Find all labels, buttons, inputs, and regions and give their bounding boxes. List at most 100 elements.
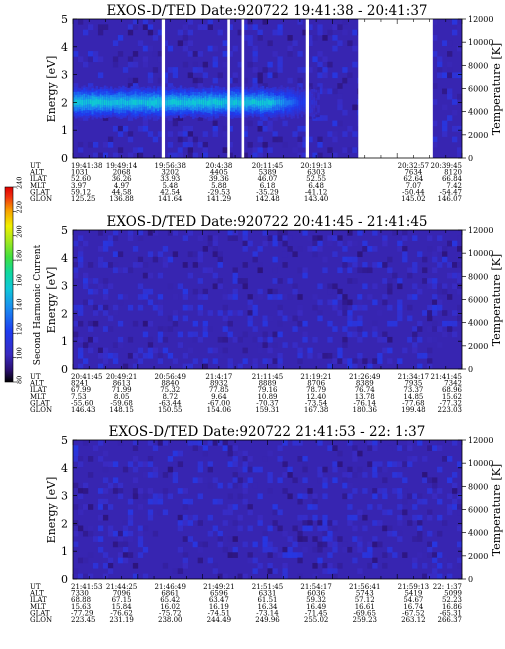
heatmap-cell (177, 136, 184, 143)
heatmap-cell (302, 546, 308, 553)
heatmap-cell (442, 246, 448, 252)
heatmap-cell (377, 466, 383, 473)
heatmap-cell (332, 136, 338, 143)
heatmap-cell (267, 125, 273, 132)
heatmap-cell (437, 288, 443, 295)
heatmap-cell (422, 310, 428, 316)
heatmap-cell (117, 299, 124, 306)
heatmap-cell (452, 440, 458, 446)
emission-band-cell (177, 100, 181, 106)
heatmap-cell (102, 352, 109, 359)
heatmap-cell (147, 131, 154, 137)
heatmap-cell (387, 256, 393, 263)
heatmap-cell (302, 272, 308, 279)
heatmap-cell (172, 461, 179, 468)
heatmap-cell (247, 315, 253, 322)
heatmap-cell (162, 336, 169, 343)
heatmap-cell (457, 72, 462, 79)
emission-band-cell (157, 100, 160, 106)
heatmap-cell (142, 294, 149, 300)
heatmap-cell (267, 147, 273, 153)
heatmap-cell (287, 278, 293, 284)
heatmap-cell (457, 562, 462, 569)
heatmap-cell (77, 461, 84, 468)
heatmap-cell (377, 461, 383, 468)
heatmap-cell (327, 445, 333, 451)
param-cell: 5389 (259, 169, 277, 177)
heatmap-cell (287, 466, 293, 473)
heatmap-cell (97, 304, 104, 311)
heatmap-cell (372, 466, 378, 473)
heatmap-cell (132, 262, 139, 268)
heatmap-cell (157, 251, 164, 258)
heatmap-cell (227, 331, 233, 338)
param-cell: 6036 (307, 590, 325, 598)
panel-1-params-table: UTALTILATMLTGLATGLON19:41:38103152.603.9… (29, 162, 463, 203)
heatmap-cell (432, 552, 438, 558)
heatmap-cell (452, 19, 458, 25)
heatmap-cell (452, 125, 458, 132)
heatmap-cell (417, 493, 423, 500)
heatmap-cell (167, 283, 174, 290)
param-cell: -70.37 (256, 399, 278, 407)
heatmap-cell (342, 482, 348, 489)
heatmap-cell (162, 326, 169, 332)
heatmap-cell (172, 472, 179, 478)
emission-band-cell (126, 100, 129, 106)
heatmap-cell (272, 267, 278, 274)
heatmap-cell (397, 536, 403, 542)
heatmap-cell (187, 51, 193, 57)
y-tick-label: 4 (61, 41, 68, 54)
heatmap-cell (412, 456, 418, 462)
heatmap-cell (187, 514, 193, 521)
y-tick-label: 3 (61, 69, 68, 82)
heatmap-cell (447, 477, 453, 484)
heatmap-cell (327, 552, 333, 558)
heatmap-cell (367, 541, 373, 548)
heatmap-cell (127, 235, 134, 241)
emission-band-cell (196, 99, 199, 105)
heatmap-cell (282, 472, 288, 478)
heatmap-cell (372, 326, 378, 332)
param-row-label: ALT (29, 169, 44, 177)
heatmap-cell (432, 83, 438, 89)
heatmap-cell (307, 352, 313, 359)
param-cell: 20:49:21 (106, 373, 137, 381)
heatmap-cell (407, 267, 413, 274)
heatmap-cell (242, 19, 248, 25)
heatmap-cell (252, 56, 258, 63)
param-cell: 62.64 (403, 175, 424, 183)
heatmap-cell (317, 283, 323, 290)
heatmap-cell (247, 509, 253, 516)
emission-band-cell (181, 100, 185, 105)
heatmap-cell (437, 56, 443, 63)
heatmap-cell (187, 147, 193, 153)
heatmap-cell (312, 235, 318, 241)
heatmap-cell (397, 472, 403, 478)
heatmap-cell (352, 546, 358, 553)
heatmap-cell (167, 466, 174, 473)
heatmap-cell (112, 352, 119, 359)
heatmap-cell (267, 358, 273, 364)
heatmap-cell (182, 562, 189, 569)
heatmap-cell (382, 278, 388, 284)
heatmap-cell (247, 552, 253, 558)
emission-band-cell (253, 99, 257, 104)
heatmap-cell (357, 326, 363, 332)
heatmap-cell (187, 125, 193, 132)
heatmap-cell (382, 240, 388, 247)
heatmap-cell (147, 461, 154, 468)
heatmap-cell (232, 77, 238, 84)
heatmap-cell (237, 450, 243, 457)
heatmap-cell (327, 131, 333, 137)
heatmap-cell (177, 546, 184, 553)
heatmap-cell (317, 541, 323, 548)
heatmap-cell (332, 304, 338, 311)
heatmap-cell (172, 152, 179, 158)
heatmap-cell (137, 283, 144, 290)
param-cell: 71.99 (112, 386, 132, 394)
heatmap-cell (402, 509, 408, 516)
heatmap-cell (257, 267, 263, 274)
heatmap-cell (252, 67, 258, 73)
